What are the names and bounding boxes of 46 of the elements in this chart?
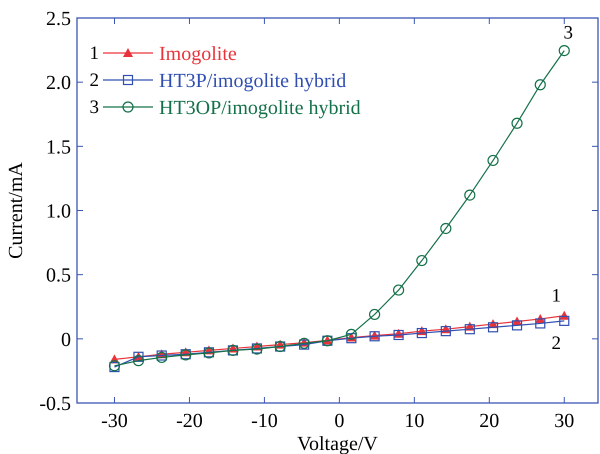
y-tick-label: -0.5	[39, 393, 71, 415]
annotation: 3	[564, 22, 574, 44]
annotation: 1	[90, 43, 99, 64]
point	[511, 118, 523, 129]
point	[393, 330, 404, 340]
x-tick-label: 30	[554, 410, 574, 432]
legend-label: Imogolite	[159, 43, 237, 65]
y-tick-label: 2.0	[46, 72, 71, 94]
x-tick-label: 0	[334, 410, 344, 432]
point	[535, 318, 546, 329]
x-tick-label: -10	[251, 410, 278, 432]
point	[346, 328, 357, 340]
point	[464, 324, 475, 334]
point	[369, 308, 380, 320]
x-tick-label: 10	[404, 410, 424, 432]
point	[559, 316, 570, 326]
y-tick-label: 2.5	[46, 8, 71, 30]
point	[156, 352, 168, 364]
point	[534, 79, 546, 90]
x-axis-title: Voltage/V	[297, 433, 378, 454]
point	[464, 190, 476, 201]
point	[440, 222, 452, 234]
point	[440, 326, 451, 336]
point	[487, 154, 499, 166]
x-tick-label: 20	[479, 410, 500, 432]
point	[392, 284, 404, 296]
point	[488, 322, 498, 332]
legend-label: HT3OP/imogolite hybrid	[159, 97, 361, 119]
legend-label: HT3P/imogolite hybrid	[159, 70, 346, 92]
y-tick-label: 1.5	[46, 136, 71, 158]
point	[416, 254, 428, 266]
y-tick-label: 0	[61, 328, 71, 351]
x-tick-label: -30	[101, 410, 128, 432]
point	[416, 328, 427, 338]
annotation: 2	[552, 332, 562, 354]
point	[512, 320, 522, 330]
annotation: 2	[90, 70, 99, 91]
y-tick-label: 1.0	[46, 200, 71, 222]
point	[558, 44, 570, 56]
point	[156, 350, 167, 361]
point	[132, 355, 144, 366]
y-axis-title: Current/mA	[5, 162, 27, 259]
y-tick-label: 0.5	[46, 264, 71, 287]
x-tick-label: -20	[176, 410, 203, 432]
annotation: 3	[90, 97, 99, 118]
annotation: 1	[552, 286, 562, 307]
